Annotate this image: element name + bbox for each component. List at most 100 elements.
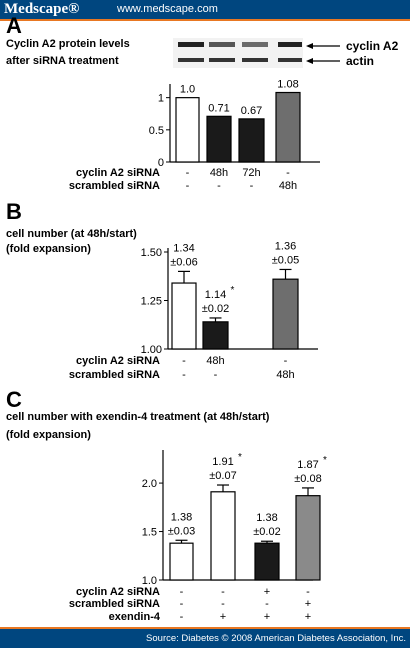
actin-arrowhead (306, 58, 313, 64)
cyclin-a2-band (209, 42, 235, 47)
panel-b-y-tick-label: 1.25 (141, 296, 162, 308)
panel-c-row-cell: - (221, 598, 225, 610)
panel-a-row-cell: 72h (242, 167, 260, 179)
footer-bar: Source: Diabetes © 2008 American Diabete… (0, 629, 410, 648)
panel-a-row-cell: 48h (279, 180, 297, 192)
panel-a-row-cell: 48h (210, 167, 228, 179)
panel-b-bar (202, 321, 229, 350)
panel-c-row-cell: + (305, 598, 311, 610)
panel-a-row-label: cyclin A2 siRNA (76, 167, 160, 179)
panel-c-significance-mark: * (323, 455, 327, 466)
panel-b-y-tick-label: 1.50 (141, 247, 162, 259)
panel-c-row-cell: + (264, 586, 270, 598)
panel-c-row-cell: - (265, 598, 269, 610)
panel-a-value-label: 0.71 (208, 102, 229, 114)
panel-a-row-cell: - (186, 167, 190, 179)
panel-a-value-label: 0.67 (241, 105, 262, 117)
panel-a-row-cell: - (286, 167, 290, 179)
blot-label-actin: actin (346, 54, 374, 68)
panel-b-bar (171, 282, 197, 350)
panel-c-bar (295, 495, 321, 581)
panel-c-error-label: ±0.03 (168, 525, 195, 537)
panel-b-error-label: ±0.02 (202, 303, 229, 315)
panel-a-row-cell: - (217, 180, 221, 192)
panel-a-y-tick-label: 1 (158, 93, 164, 105)
panel-a-row-cell: - (250, 180, 254, 192)
panel-c-row-cell: + (264, 611, 270, 623)
panel-b-row-cell: 48h (276, 369, 294, 381)
panel-a-value-label: 1.08 (277, 79, 298, 91)
panel-c-value-label: 1.38 (171, 511, 192, 523)
panel-b-row-label: scrambled siRNA (69, 369, 160, 381)
panel-c-row-label: scrambled siRNA (69, 598, 160, 610)
panel-a-bar (206, 115, 232, 163)
cyclin-a2-arrowhead (306, 43, 313, 49)
panel-b-significance-mark: * (231, 285, 235, 296)
panel-b-row-cell: - (182, 369, 186, 381)
panel-c-row-cell: - (180, 611, 184, 623)
panel-c-bar (169, 542, 194, 581)
panel-c-row-cell: - (180, 586, 184, 598)
panel-c-value-label: 1.38 (256, 512, 277, 524)
footer-source: Source: Diabetes © 2008 American Diabete… (146, 633, 406, 644)
panel-c-error-label: ±0.02 (253, 526, 280, 538)
panel-a-title-line: Cyclin A2 protein levels (6, 38, 130, 50)
panel-b-bar (272, 278, 299, 350)
panel-b-error-label: ±0.05 (272, 254, 299, 266)
panel-b-row-label: cyclin A2 siRNA (76, 355, 160, 367)
cyclin-a2-band (242, 42, 268, 47)
header-bar: Medscape® www.medscape.com (0, 0, 410, 19)
panel-c-title-line: (fold expansion) (6, 429, 91, 441)
panel-c-row-label: exendin-4 (109, 611, 161, 623)
panel-c-letter: C (6, 387, 22, 412)
panel-c-bar (254, 542, 280, 581)
panel-c-significance-mark: * (238, 452, 242, 463)
panel-a-row-label: scrambled siRNA (69, 180, 160, 192)
panel-c-row-cell: - (180, 598, 184, 610)
panel-c-row-label: cyclin A2 siRNA (76, 586, 160, 598)
panel-a-row-cell: - (186, 180, 190, 192)
panel-b-title-line: cell number (at 48h/start) (6, 228, 137, 240)
actin-band (278, 58, 302, 62)
panel-c-value-label: 1.87 (297, 459, 318, 471)
cyclin-a2-band (178, 42, 204, 47)
medscape-logo: Medscape® (4, 1, 80, 17)
panel-c-value-label: 1.91 (212, 456, 233, 468)
panel-b-y-tick-label: 1.00 (141, 344, 162, 356)
panel-c-y-tick-label: 2.0 (142, 478, 157, 490)
panel-b-row-cell: - (214, 369, 218, 381)
panel-b-title-line: (fold expansion) (6, 243, 91, 255)
panel-c-row-cell: - (306, 586, 310, 598)
panel-b-error-label: ±0.06 (170, 256, 197, 268)
panel-a-letter: A (6, 13, 22, 38)
actin-band (242, 58, 268, 62)
actin-band (209, 58, 235, 62)
panel-b-letter: B (6, 199, 22, 224)
panel-a-title-line: after siRNA treatment (6, 55, 119, 67)
cyclin-a2-band (278, 42, 302, 47)
footer-divider (0, 627, 410, 629)
actin-band (178, 58, 204, 62)
panel-a-y-tick-label: 0 (158, 157, 164, 169)
panel-a-value-label: 1.0 (180, 84, 195, 96)
panel-c-y-tick-label: 1.0 (142, 575, 157, 587)
panel-b-value-label: 1.34 (173, 242, 194, 254)
header-url: www.medscape.com (117, 3, 218, 15)
panel-c-row-cell: - (221, 586, 225, 598)
header-divider (0, 19, 410, 21)
panel-a-bar (275, 91, 301, 163)
panel-c-row-cell: + (220, 611, 226, 623)
panel-b-row-cell: 48h (206, 355, 224, 367)
panel-c-error-label: ±0.07 (209, 470, 236, 482)
panel-b-value-label: 1.14 (205, 289, 226, 301)
panel-c-row-cell: + (305, 611, 311, 623)
blot-label-cyclin-a2: cyclin A2 (346, 39, 399, 53)
panel-b-row-cell: - (284, 355, 288, 367)
panel-c-bar (210, 491, 236, 581)
panel-c-title-line: cell number with exendin-4 treatment (at… (6, 411, 270, 423)
panel-b-value-label: 1.36 (275, 240, 296, 252)
panel-a-bar (238, 118, 265, 163)
panel-a-bar (175, 97, 200, 163)
panel-a-y-tick-label: 0.5 (149, 125, 164, 137)
